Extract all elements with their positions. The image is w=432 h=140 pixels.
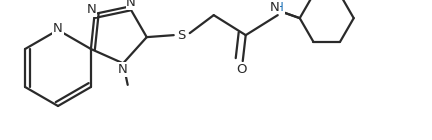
Text: S: S — [178, 29, 186, 42]
Text: N: N — [126, 0, 136, 9]
Text: H: H — [275, 1, 284, 14]
Text: O: O — [236, 63, 247, 76]
Text: N: N — [87, 3, 96, 16]
Text: N: N — [53, 23, 63, 36]
Text: N: N — [270, 1, 280, 14]
Text: N: N — [117, 63, 127, 76]
